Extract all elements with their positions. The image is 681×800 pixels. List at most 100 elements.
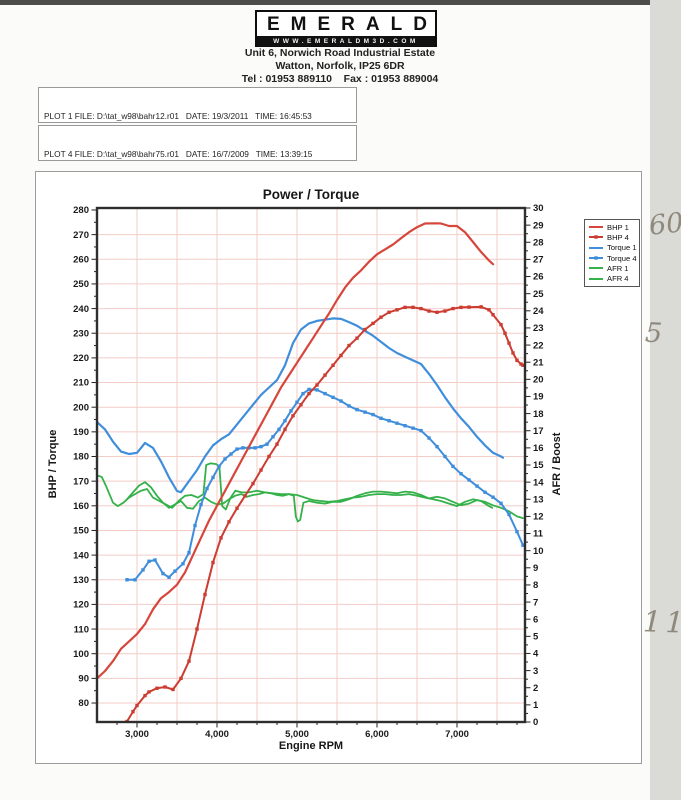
svg-text:6,000: 6,000 [365, 729, 389, 740]
series-bhp-1 [96, 222, 495, 680]
svg-text:3: 3 [533, 666, 538, 677]
legend-item-bhp-1: BHP 1 [588, 222, 639, 232]
svg-text:12: 12 [533, 512, 544, 523]
legend-line-swatch [589, 277, 603, 280]
svg-text:27: 27 [533, 255, 544, 266]
axis-tick-labels: 8090100110120130140150160170180190200210… [73, 203, 544, 740]
svg-text:18: 18 [533, 409, 544, 420]
svg-text:20: 20 [533, 375, 544, 386]
svg-text:150: 150 [73, 526, 89, 537]
svg-text:3,000: 3,000 [125, 729, 149, 740]
svg-text:21: 21 [533, 357, 544, 368]
phone-fax-line: Tel : 01953 889110 Fax : 01953 889004 [241, 73, 439, 85]
svg-text:22: 22 [533, 340, 544, 351]
svg-text:7,000: 7,000 [445, 729, 469, 740]
series-torque-1 [96, 317, 505, 494]
svg-text:29: 29 [533, 220, 544, 231]
address-line-2: Watton, Norfolk, IP25 6DR [275, 60, 405, 72]
svg-text:130: 130 [73, 575, 89, 586]
svg-text:30: 30 [533, 203, 544, 214]
svg-text:170: 170 [73, 476, 89, 487]
legend-item-afr-1: AFR 1 [588, 263, 639, 273]
logo-website: WWW.EMERALDM3D.COM [257, 36, 435, 46]
svg-text:4,000: 4,000 [205, 729, 229, 740]
svg-text:270: 270 [73, 230, 89, 241]
svg-text:14: 14 [533, 477, 544, 488]
series-bhp-4 [125, 305, 525, 723]
legend-label: AFR 4 [607, 274, 629, 284]
svg-text:200: 200 [73, 402, 89, 413]
svg-text:7: 7 [533, 597, 538, 608]
svg-text:220: 220 [73, 353, 89, 364]
legend-line-swatch [589, 256, 603, 260]
svg-text:240: 240 [73, 304, 89, 315]
svg-text:8: 8 [533, 580, 538, 591]
svg-text:10: 10 [533, 546, 544, 557]
svg-text:1: 1 [533, 700, 539, 711]
svg-text:13: 13 [533, 494, 544, 505]
legend-item-torque-1: Torque 1 [588, 243, 639, 253]
emerald-logo: EMERALD WWW.EMERALDM3D.COM [255, 10, 437, 47]
svg-text:0: 0 [533, 717, 538, 728]
svg-text:5,000: 5,000 [285, 729, 309, 740]
x-axis-title: Engine RPM [278, 740, 344, 752]
plot1-file-line: PLOT 1 FILE: D:\tat_w98\bahr12.r01 DATE:… [44, 110, 312, 121]
chart-legend: BHP 1 BHP 4 Torque 1 Torque 4 AFR 1 AFR 4 [584, 219, 640, 287]
svg-text:280: 280 [73, 205, 89, 216]
svg-text:100: 100 [73, 649, 89, 660]
svg-text:19: 19 [533, 392, 544, 403]
series-afr-1 [96, 462, 494, 511]
svg-text:11: 11 [533, 529, 544, 540]
series-torque-4 [125, 387, 525, 582]
left-axis-title: BHP / Torque [47, 429, 59, 499]
legend-line-swatch [589, 246, 603, 249]
svg-text:9: 9 [533, 563, 538, 574]
legend-label: BHP 1 [607, 222, 629, 232]
svg-text:180: 180 [73, 452, 89, 463]
svg-text:5: 5 [533, 632, 539, 643]
handwritten-note-1: 60 [647, 207, 681, 242]
series-group [96, 222, 525, 723]
axis-ticks [91, 207, 531, 728]
svg-text:250: 250 [73, 279, 89, 290]
legend-line-swatch [589, 235, 603, 240]
svg-text:25: 25 [533, 289, 544, 300]
right-axis-title: AFR / Boost [551, 432, 563, 496]
legend-label: BHP 4 [607, 232, 629, 242]
plot-border [95, 206, 527, 724]
svg-text:140: 140 [73, 550, 89, 561]
svg-text:160: 160 [73, 501, 89, 512]
svg-text:15: 15 [533, 460, 544, 471]
svg-text:24: 24 [533, 306, 544, 317]
svg-text:17: 17 [533, 426, 544, 437]
legend-line-swatch [589, 267, 603, 270]
svg-text:210: 210 [73, 378, 89, 389]
chart-frame [35, 171, 642, 764]
svg-text:230: 230 [73, 328, 89, 339]
legend-label: AFR 1 [607, 263, 629, 273]
svg-text:120: 120 [73, 600, 89, 611]
scan-top-edge [0, 0, 656, 5]
svg-text:6: 6 [533, 614, 538, 625]
scan-right-margin [650, 0, 681, 800]
legend-item-torque-4: Torque 4 [588, 253, 639, 263]
handwritten-note-3: 11 [642, 604, 681, 640]
chart-title: Power / Torque [262, 187, 360, 202]
svg-text:26: 26 [533, 272, 544, 283]
handwritten-note-2: 5 [644, 317, 663, 350]
svg-text:16: 16 [533, 443, 544, 454]
legend-item-bhp-4: BHP 4 [588, 232, 639, 242]
plot4-file-line: PLOT 4 FILE: D:\tat_w98\bahr75.r01 DATE:… [44, 148, 313, 159]
svg-text:80: 80 [78, 698, 89, 709]
legend-label: Torque 4 [607, 253, 637, 263]
legend-line-swatch [589, 226, 603, 229]
gridlines [97, 208, 525, 722]
svg-text:190: 190 [73, 427, 89, 438]
svg-text:2: 2 [533, 683, 538, 694]
legend-item-afr-4: AFR 4 [588, 273, 639, 283]
svg-text:90: 90 [78, 674, 89, 685]
address-line-1: Unit 6, Norwich Road Industrial Estate [244, 47, 436, 59]
svg-text:110: 110 [74, 624, 89, 635]
